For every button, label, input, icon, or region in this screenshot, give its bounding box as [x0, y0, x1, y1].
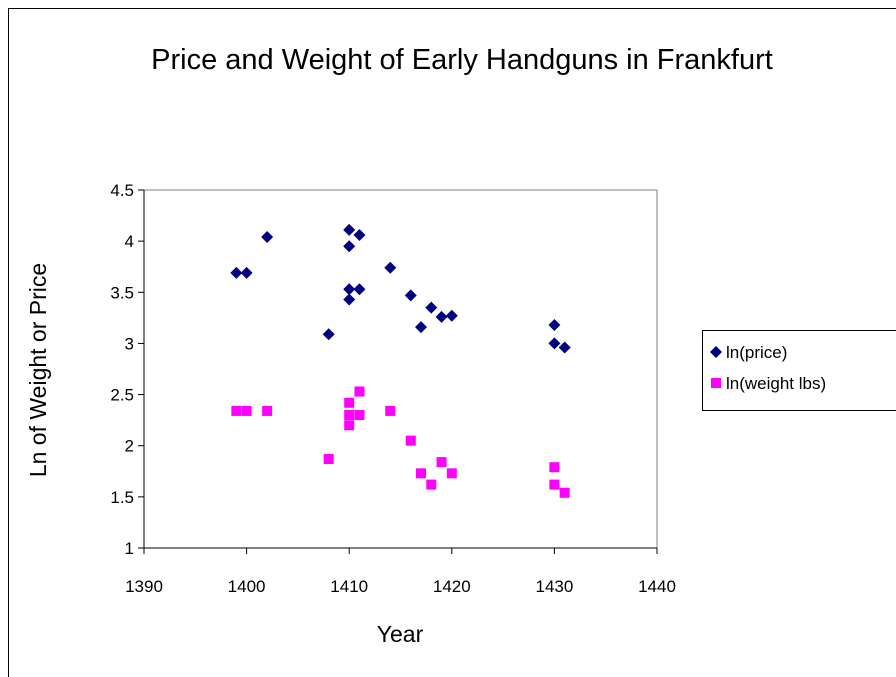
x-tick-label: 1390: [125, 577, 163, 596]
x-tick-label: 1440: [638, 577, 676, 596]
data-point: [549, 479, 560, 490]
legend-label: ln(price): [726, 343, 787, 362]
data-point: [262, 405, 273, 416]
chart-title: Price and Weight of Early Handguns in Fr…: [151, 44, 773, 76]
data-point: [445, 309, 458, 322]
data-point: [548, 319, 561, 332]
data-point: [343, 293, 356, 306]
data-point: [549, 462, 560, 473]
y-tick-label: 4.5: [110, 181, 134, 200]
plot-area: [143, 189, 658, 549]
data-point: [416, 468, 427, 479]
y-tick-label: 4: [125, 232, 134, 251]
x-tick-label: 1430: [535, 577, 573, 596]
data-point: [343, 223, 356, 236]
data-point: [426, 479, 437, 490]
y-tick-label: 3.5: [110, 283, 134, 302]
data-point: [548, 337, 561, 350]
data-point: [240, 266, 253, 279]
data-point: [415, 321, 428, 334]
data-point: [261, 231, 274, 244]
data-point: [404, 289, 417, 302]
data-point: [344, 397, 355, 408]
data-point: [435, 310, 448, 323]
x-tick-label: 1410: [330, 577, 368, 596]
x-tick-label: 1400: [228, 577, 266, 596]
data-point: [559, 487, 570, 498]
y-tick-label: 2: [125, 437, 134, 456]
x-axis-label: Year: [377, 621, 424, 647]
data-point: [354, 386, 365, 397]
data-point: [230, 266, 243, 279]
data-point: [425, 301, 438, 314]
data-point: [344, 410, 355, 421]
y-axis-label: Ln of Weight or Price: [25, 263, 51, 477]
legend: [702, 330, 896, 411]
data-point: [322, 328, 335, 341]
x-tick-label: 1420: [433, 577, 471, 596]
data-point: [241, 405, 252, 416]
legend-marker: [710, 346, 722, 358]
data-point: [405, 435, 416, 446]
data-point: [436, 457, 447, 468]
data-point: [231, 405, 242, 416]
data-point: [558, 341, 571, 354]
y-tick-label: 3: [125, 334, 134, 353]
legend-marker: [711, 378, 721, 388]
legend-label: ln(weight lbs): [726, 374, 826, 393]
data-point: [384, 261, 397, 274]
data-point: [446, 468, 457, 479]
data-point: [323, 454, 334, 465]
y-tick-label: 1: [125, 539, 134, 558]
data-point: [353, 283, 366, 296]
data-point: [344, 420, 355, 431]
data-point: [343, 283, 356, 296]
data-point: [343, 240, 356, 253]
data-point: [354, 410, 365, 421]
data-point: [385, 405, 396, 416]
y-tick-label: 2.5: [110, 386, 134, 405]
y-tick-label: 1.5: [110, 488, 134, 507]
data-point: [353, 229, 366, 242]
